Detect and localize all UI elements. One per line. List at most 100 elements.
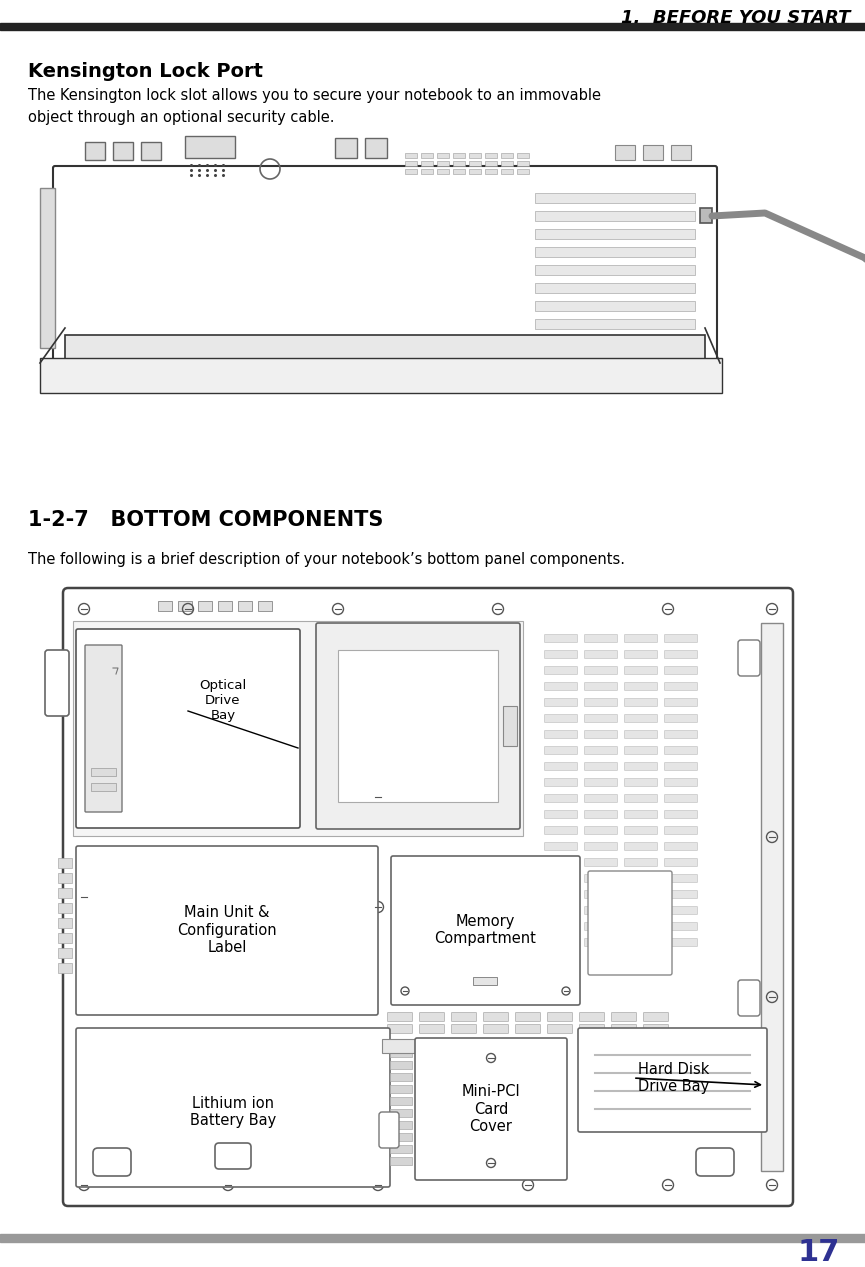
Bar <box>761 623 783 1171</box>
FancyBboxPatch shape <box>484 1012 509 1021</box>
FancyBboxPatch shape <box>585 843 618 850</box>
Bar <box>517 161 529 166</box>
Bar <box>535 283 695 293</box>
FancyBboxPatch shape <box>388 1012 413 1021</box>
FancyBboxPatch shape <box>625 826 657 835</box>
FancyBboxPatch shape <box>452 1012 477 1021</box>
Text: Kensington Lock Port: Kensington Lock Port <box>28 62 263 81</box>
FancyBboxPatch shape <box>585 715 618 722</box>
FancyBboxPatch shape <box>585 683 618 691</box>
FancyBboxPatch shape <box>664 811 697 818</box>
FancyBboxPatch shape <box>625 746 657 755</box>
FancyBboxPatch shape <box>585 635 618 642</box>
FancyBboxPatch shape <box>544 683 578 691</box>
FancyBboxPatch shape <box>625 731 657 739</box>
FancyBboxPatch shape <box>625 859 657 867</box>
FancyBboxPatch shape <box>316 623 520 829</box>
FancyBboxPatch shape <box>738 979 760 1016</box>
FancyBboxPatch shape <box>585 731 618 739</box>
FancyBboxPatch shape <box>585 906 618 915</box>
FancyBboxPatch shape <box>544 826 578 835</box>
FancyBboxPatch shape <box>585 874 618 883</box>
FancyBboxPatch shape <box>625 763 657 770</box>
FancyBboxPatch shape <box>544 635 578 642</box>
Bar <box>178 601 192 611</box>
Text: 1.  BEFORE YOU START: 1. BEFORE YOU START <box>620 9 850 27</box>
FancyBboxPatch shape <box>625 906 657 915</box>
Bar <box>453 153 465 158</box>
FancyBboxPatch shape <box>664 650 697 659</box>
Bar <box>40 188 55 348</box>
Text: 1-2-7   BOTTOM COMPONENTS: 1-2-7 BOTTOM COMPONENTS <box>28 511 383 530</box>
FancyBboxPatch shape <box>544 731 578 739</box>
Bar <box>40 359 722 393</box>
Bar <box>73 621 523 836</box>
FancyBboxPatch shape <box>585 778 618 787</box>
FancyBboxPatch shape <box>578 1028 767 1131</box>
FancyBboxPatch shape <box>548 1025 573 1034</box>
Text: Hard Disk
Drive Bay: Hard Disk Drive Bay <box>638 1062 709 1095</box>
Bar <box>390 1085 412 1093</box>
Bar <box>113 142 133 160</box>
Bar <box>390 1121 412 1129</box>
Bar <box>390 1133 412 1142</box>
FancyBboxPatch shape <box>76 846 378 1015</box>
FancyBboxPatch shape <box>580 1012 605 1021</box>
FancyBboxPatch shape <box>625 794 657 802</box>
FancyBboxPatch shape <box>420 1025 445 1034</box>
Text: Memory
Compartment: Memory Compartment <box>434 914 536 946</box>
FancyBboxPatch shape <box>664 794 697 802</box>
FancyBboxPatch shape <box>544 874 578 883</box>
FancyBboxPatch shape <box>388 1025 413 1034</box>
Bar <box>198 601 212 611</box>
Bar <box>405 161 417 166</box>
FancyBboxPatch shape <box>76 628 300 829</box>
FancyBboxPatch shape <box>612 1025 637 1034</box>
Bar <box>390 1073 412 1081</box>
Bar <box>535 193 695 203</box>
FancyBboxPatch shape <box>585 666 618 674</box>
Bar <box>437 153 449 158</box>
FancyBboxPatch shape <box>544 811 578 818</box>
Bar <box>405 153 417 158</box>
Bar <box>338 650 498 802</box>
FancyBboxPatch shape <box>484 1025 509 1034</box>
Bar <box>469 161 481 166</box>
Bar <box>335 138 357 158</box>
Bar <box>535 247 695 257</box>
FancyBboxPatch shape <box>544 715 578 722</box>
FancyBboxPatch shape <box>664 891 697 898</box>
Bar <box>390 1157 412 1164</box>
Bar <box>535 319 695 329</box>
FancyBboxPatch shape <box>625 715 657 722</box>
Bar <box>517 153 529 158</box>
Bar <box>58 933 72 943</box>
FancyBboxPatch shape <box>625 666 657 674</box>
FancyBboxPatch shape <box>516 1025 541 1034</box>
Bar <box>390 1049 412 1057</box>
FancyBboxPatch shape <box>625 891 657 898</box>
Bar <box>390 1109 412 1117</box>
Text: Lithium ion
Battery Bay: Lithium ion Battery Bay <box>190 1096 276 1128</box>
FancyBboxPatch shape <box>544 763 578 770</box>
FancyBboxPatch shape <box>612 1012 637 1021</box>
Bar <box>365 138 387 158</box>
FancyBboxPatch shape <box>215 1143 251 1169</box>
Bar <box>258 601 272 611</box>
Bar <box>517 169 529 174</box>
Bar <box>382 1039 420 1053</box>
FancyBboxPatch shape <box>585 811 618 818</box>
Bar <box>453 161 465 166</box>
Bar <box>58 888 72 898</box>
FancyBboxPatch shape <box>585 939 618 946</box>
Bar <box>421 161 433 166</box>
FancyBboxPatch shape <box>625 939 657 946</box>
FancyBboxPatch shape <box>544 746 578 755</box>
FancyBboxPatch shape <box>420 1012 445 1021</box>
FancyBboxPatch shape <box>93 1148 131 1176</box>
FancyBboxPatch shape <box>63 588 793 1206</box>
FancyBboxPatch shape <box>585 746 618 755</box>
FancyBboxPatch shape <box>585 763 618 770</box>
FancyBboxPatch shape <box>664 666 697 674</box>
FancyBboxPatch shape <box>588 870 672 976</box>
